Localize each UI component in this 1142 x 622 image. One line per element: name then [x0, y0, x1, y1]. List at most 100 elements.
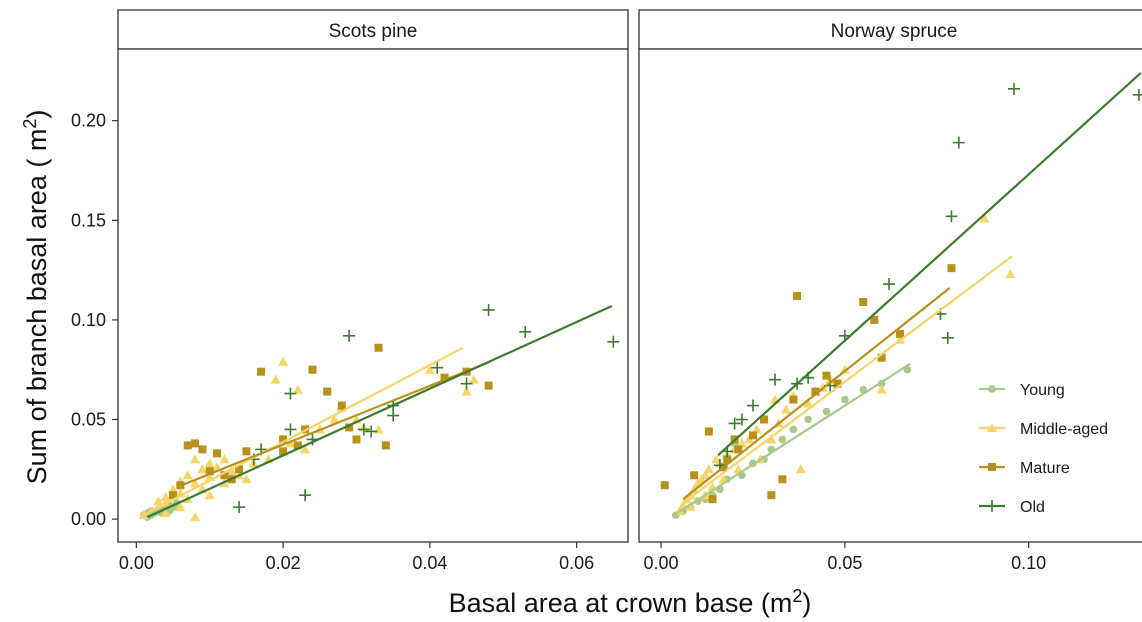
scots-pine-middle-aged-point-13	[190, 454, 201, 464]
y-tick-label-1: 0.05	[71, 409, 106, 429]
norway-spruce-young-point-15	[804, 415, 812, 424]
scots-pine-middle-aged-point-43	[175, 502, 186, 512]
scots-pine-mature-point-22	[381, 441, 390, 450]
norway-spruce-middle-aged-point-14	[736, 438, 747, 448]
norway-spruce-mature-point-21	[759, 415, 768, 424]
plot-area-scots-pine	[117, 48, 629, 543]
scots-pine-old-point-16	[607, 335, 620, 348]
strip-label-norway-spruce: Norway spruce	[831, 21, 958, 42]
norway-spruce-mature-point-8	[767, 491, 776, 500]
scots-pine-x-tick-label-0: 0.00	[119, 553, 154, 573]
scots-pine-mature-point-25	[484, 381, 493, 390]
scots-pine-middle-aged-point-40	[468, 374, 479, 384]
scots-pine-mature-point-21	[374, 343, 383, 352]
strip-scots-pine	[117, 9, 629, 50]
norway-spruce-old-point-4	[746, 399, 759, 412]
scots-pine-mature-point-0	[169, 491, 178, 500]
x-axis-title: Basal area at crown base (m2)	[449, 586, 812, 618]
norway-spruce-mature-point-5	[723, 455, 732, 464]
x-axis-title-text: Basal area at crown base (m	[449, 588, 793, 618]
norway-spruce-mature-point-7	[748, 431, 757, 440]
norway-spruce-mature-point-17	[877, 353, 886, 362]
y-axis-title-text: Sum of branch basal area ( m	[22, 129, 52, 485]
norway-spruce-old-fit-line	[717, 72, 1142, 457]
y-axis: 0.00 0.05 0.10 0.15 0.20	[71, 111, 118, 529]
norway-spruce-old-point-15	[1007, 82, 1020, 95]
legend-marker-young	[988, 385, 996, 393]
scots-pine-old-point-5	[299, 489, 312, 502]
norway-spruce-old-point-5	[769, 373, 782, 386]
x-axis-title-close: )	[802, 588, 811, 618]
norway-spruce-middle-aged-point-31	[979, 213, 990, 223]
x-axis-scots-pine: 0.00 0.02 0.04 0.06	[119, 542, 594, 573]
plot-area-norway-spruce	[638, 48, 1142, 543]
scots-pine-old-point-3	[284, 387, 297, 400]
scots-pine-mature-point-3	[191, 439, 200, 448]
norway-spruce-mature-point-12	[811, 387, 820, 396]
scots-pine-mature-point-17	[323, 387, 332, 396]
legend-label-mature: Mature	[1020, 460, 1070, 477]
norway-spruce-middle-aged-point-21	[781, 404, 792, 414]
norway-spruce-young-point-16	[822, 407, 831, 416]
norway-spruce-mature-point-1	[690, 471, 699, 480]
norway-spruce-middle-aged-fit-line	[682, 255, 1013, 505]
scots-pine-mature-point-5	[205, 467, 214, 476]
norway-spruce-mature-point-3	[708, 495, 717, 504]
norway-spruce-mature-point-11	[793, 291, 802, 300]
scots-pine-middle-aged-point-3	[153, 496, 164, 506]
scots-pine-old-point-4	[284, 423, 297, 436]
scots-pine-mature-point-23	[440, 373, 449, 382]
norway-spruce-mature-point-2	[704, 427, 713, 436]
scots-pine-middle-aged-point-28	[278, 356, 289, 366]
norway-spruce-mature-point-6	[734, 445, 743, 454]
norway-spruce-x-tick-label-0: 0.00	[644, 553, 679, 573]
scots-pine-middle-aged-point-12	[190, 478, 201, 488]
scots-pine-mature-point-6	[213, 449, 222, 458]
norway-spruce-mature-point-16	[870, 315, 879, 324]
norway-spruce-old-point-2	[728, 417, 741, 430]
norway-spruce-middle-aged-point-18	[766, 434, 777, 444]
norway-spruce-mature-point-14	[833, 379, 842, 388]
scots-pine-mature-point-16	[308, 365, 317, 374]
norway-spruce-young-point-13	[778, 435, 787, 444]
fit-lines-norway-spruce	[673, 72, 1142, 517]
norway-spruce-mature-point-13	[822, 371, 831, 380]
fit-lines-scots-pine	[143, 304, 613, 519]
norway-spruce-young-fit-line	[673, 362, 911, 517]
norway-spruce-mature-fit-line	[682, 287, 951, 501]
scots-pine-middle-aged-point-41	[190, 512, 201, 522]
norway-spruce-middle-aged-point-32	[1005, 269, 1016, 279]
legend-label-middle-aged: Middle-aged	[1020, 421, 1108, 438]
norway-spruce-middle-aged-point-34	[685, 502, 696, 512]
scots-pine-mature-point-12	[279, 435, 288, 444]
norway-spruce-old-point-3	[735, 413, 748, 426]
scots-pine-old-point-9	[365, 425, 378, 438]
scots-pine-mature-point-13	[279, 447, 288, 456]
scots-pine-middle-aged-point-38	[424, 364, 435, 374]
x-axis-title-superscript: 2	[792, 586, 802, 606]
norway-spruce-young-point-14	[789, 425, 798, 434]
scots-pine-mature-point-2	[183, 441, 192, 450]
scots-pine-mature-point-7	[220, 471, 229, 480]
scots-pine-middle-aged-point-39	[461, 386, 472, 396]
scots-pine-mature-point-11	[257, 367, 266, 376]
scots-pine-x-tick-label-1: 0.02	[266, 553, 301, 573]
scots-pine-mature-point-14	[293, 441, 302, 450]
legend-marker-middle-aged	[987, 423, 997, 432]
scots-pine-old-point-11	[387, 409, 400, 422]
scots-pine-old-point-12	[431, 361, 444, 374]
norway-spruce-middle-aged-point-7	[700, 470, 711, 480]
norway-spruce-mature-point-0	[660, 481, 669, 490]
scots-pine-mature-point-19	[345, 423, 354, 432]
scots-pine-mature-point-18	[337, 401, 346, 410]
norway-spruce-old-point-13	[945, 210, 958, 223]
norway-spruce-old-point-16	[1132, 88, 1142, 101]
legend-marker-mature	[988, 463, 996, 471]
scots-pine-middle-aged-point-33	[329, 414, 340, 424]
y-tick-label-4: 0.20	[71, 111, 106, 131]
scots-pine-old-point-0	[233, 501, 246, 514]
strip-label-scots-pine: Scots pine	[329, 21, 418, 42]
scots-pine-old-point-8	[357, 423, 370, 436]
norway-spruce-mature-point-15	[859, 297, 868, 306]
